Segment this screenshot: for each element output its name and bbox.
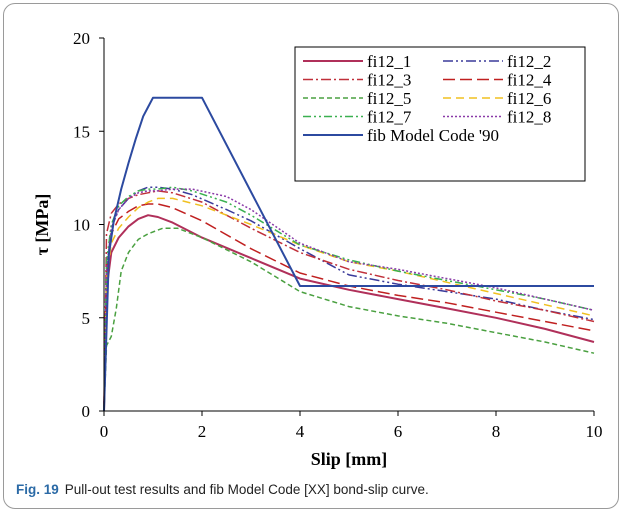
y-tick-label: 10 bbox=[73, 216, 90, 235]
series-line-7 bbox=[103, 186, 595, 412]
figure-caption: Fig. 19 Pull-out test results and fib Mod… bbox=[16, 482, 616, 497]
series-line-2 bbox=[103, 186, 595, 412]
legend-label: fi12_7 bbox=[367, 108, 412, 127]
legend-label: fi12_2 bbox=[507, 52, 551, 71]
x-tick-label: 8 bbox=[492, 422, 501, 441]
x-tick-label: 0 bbox=[100, 422, 109, 441]
legend-label: fi12_1 bbox=[367, 52, 411, 71]
x-tick-label: 4 bbox=[296, 422, 305, 441]
series-line-8 bbox=[103, 188, 595, 412]
legend-box bbox=[294, 46, 586, 182]
x-tick-label: 10 bbox=[586, 422, 603, 441]
caption-text: Pull-out test results and fib Model Code… bbox=[64, 482, 429, 497]
series-line-4 bbox=[103, 203, 595, 412]
y-tick-label: 20 bbox=[73, 29, 90, 48]
plot-lines bbox=[103, 96, 595, 412]
series-line-3 bbox=[103, 190, 595, 412]
series-line-6 bbox=[103, 197, 595, 412]
series-line-1 bbox=[103, 214, 595, 412]
figure-label: Fig. 19 bbox=[16, 482, 59, 497]
legend-label: fi12_3 bbox=[367, 71, 411, 90]
legend-label: fi12_5 bbox=[367, 89, 411, 108]
legend-label: fi12_8 bbox=[507, 108, 551, 127]
y-axis-title: τ [MPa] bbox=[32, 194, 52, 256]
x-tick-label: 6 bbox=[394, 422, 403, 441]
axes: 0 2 4 6 8 10 0 5 10 15 20 Slip [mm] τ [MPa] bbox=[32, 29, 603, 469]
series-line-9 bbox=[103, 96, 594, 412]
y-tick-label: 0 bbox=[82, 402, 91, 421]
x-tick-label: 2 bbox=[198, 422, 207, 441]
legend-label: fi12_4 bbox=[507, 71, 552, 90]
legend-label: fi12_6 bbox=[507, 89, 551, 108]
x-axis-title: Slip [mm] bbox=[311, 449, 388, 469]
y-tick-label: 5 bbox=[82, 309, 91, 328]
y-tick-label: 15 bbox=[73, 122, 90, 141]
series-line-5 bbox=[103, 227, 595, 412]
legend-label: fib Model Code '90 bbox=[367, 126, 499, 145]
